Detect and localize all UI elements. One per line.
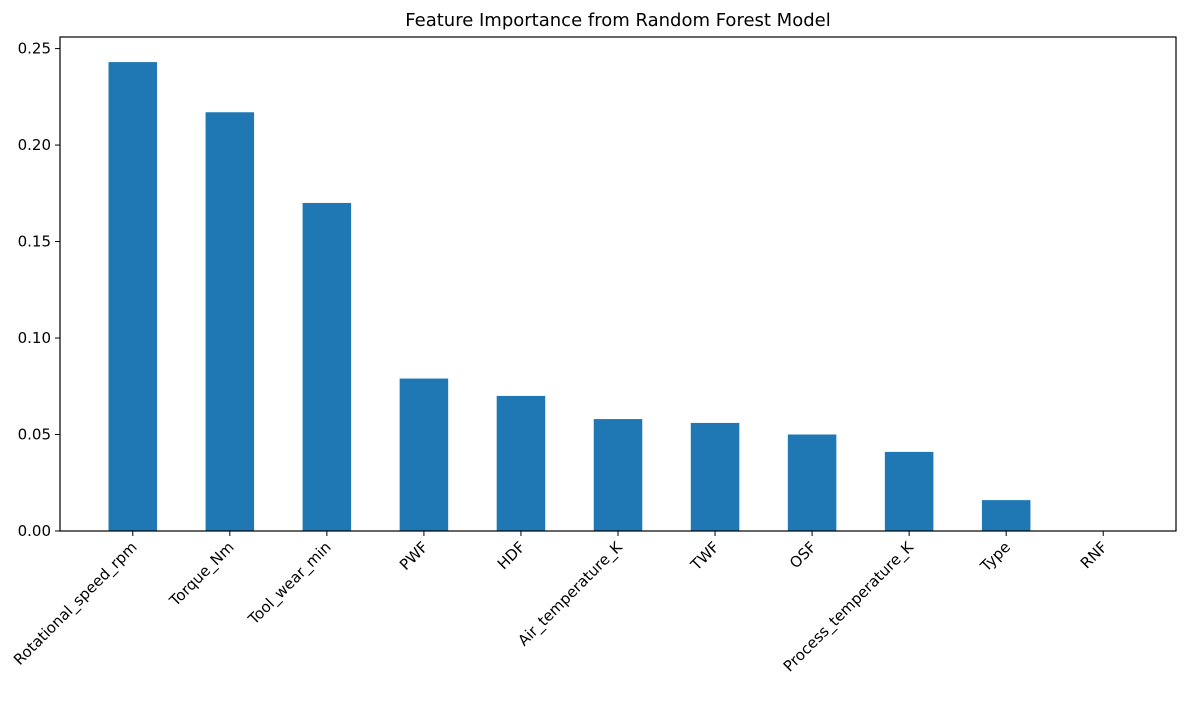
y-tick-label: 0.25 — [18, 40, 51, 58]
y-tick-label: 0.05 — [18, 426, 51, 444]
bar-tool-wear-min — [302, 202, 352, 531]
bar-type — [981, 500, 1031, 531]
x-tick-label: HDF — [494, 538, 529, 573]
x-tick-label: Type — [976, 538, 1014, 576]
y-tick-label: 0.10 — [18, 329, 51, 347]
y-tick-label: 0.15 — [18, 233, 51, 251]
chart-title: Feature Importance from Random Forest Mo… — [405, 10, 830, 31]
bar-osf — [787, 434, 837, 531]
bar-rotational-speed-rpm — [108, 62, 158, 531]
plot-frame — [59, 36, 1177, 532]
bar-pwf — [399, 378, 449, 531]
x-tick-label: Rotational_speed_rpm — [10, 538, 141, 669]
bar-twf — [690, 422, 740, 531]
x-tick-label: OSF — [786, 538, 820, 572]
bar-process-temperature-k — [884, 451, 934, 531]
bar-torque-nm — [205, 112, 255, 531]
x-tick-label: Tool_wear_min — [244, 538, 335, 629]
bar-air-temperature-k — [593, 419, 643, 531]
x-tick-label: RNF — [1077, 538, 1111, 572]
x-tick-label: Torque_Nm — [165, 538, 238, 611]
x-axis: Rotational_speed_rpm Torque_Nm Tool_wear_m… — [10, 531, 1111, 676]
x-tick-label: PWF — [396, 538, 432, 574]
x-tick-label: Air_temperature_K — [514, 537, 627, 650]
x-tick-label: TWF — [686, 538, 723, 575]
y-axis: 0.00 0.05 0.10 0.15 0.20 0.25 — [18, 40, 60, 540]
y-tick-label: 0.00 — [18, 522, 51, 540]
bars-group — [108, 62, 1031, 531]
bar-hdf — [496, 395, 546, 531]
y-tick-label: 0.20 — [18, 136, 51, 154]
